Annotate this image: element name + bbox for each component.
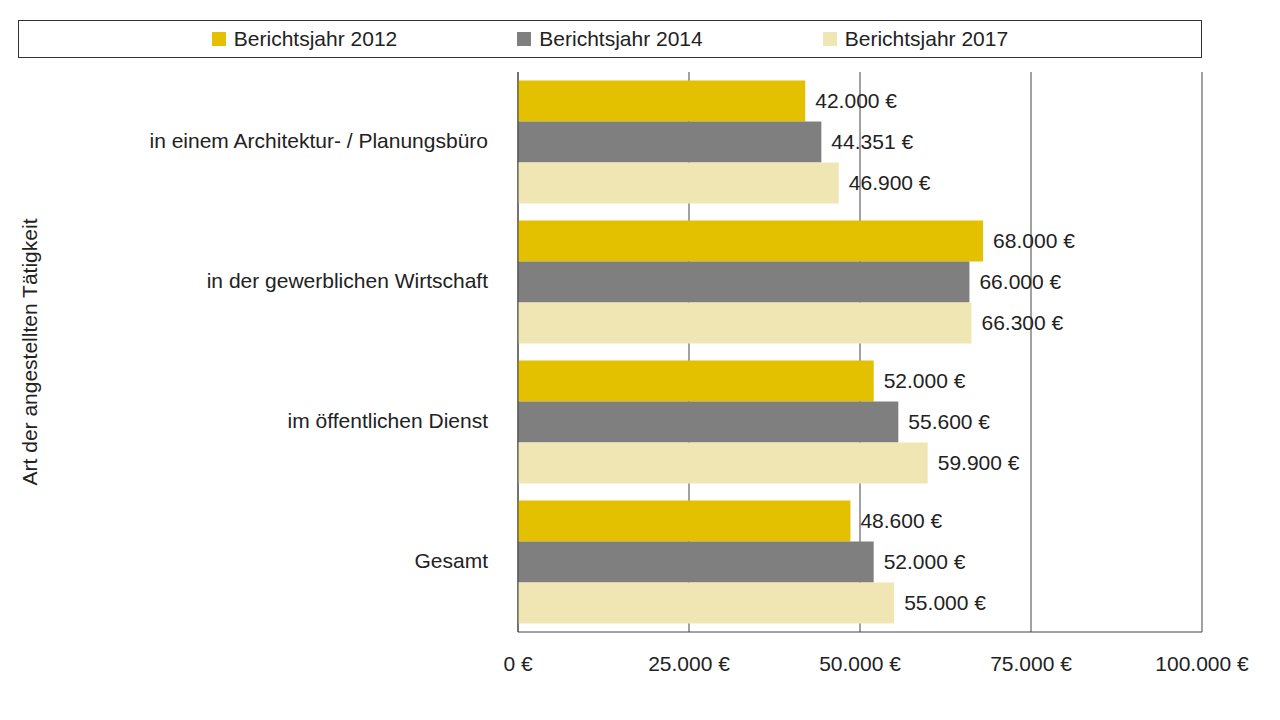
svg-text:Art der angestellten Tätigkeit: Art der angestellten Tätigkeit: [18, 218, 41, 485]
svg-text:68.000 €: 68.000 €: [993, 229, 1075, 252]
svg-text:52.000 €: 52.000 €: [884, 550, 966, 573]
svg-text:42.000 €: 42.000 €: [815, 89, 897, 112]
svg-text:66.000 €: 66.000 €: [979, 270, 1061, 293]
html-text:Berichtsjahr 2017: Berichtsjahr 2017: [844, 27, 1009, 50]
svg-text:0 €: 0 €: [503, 652, 533, 675]
svg-text:im öffentlichen Dienst: im öffentlichen Dienst: [288, 409, 489, 432]
svg-text:55.000 €: 55.000 €: [904, 591, 986, 614]
html-text:Berichtsjahr 2012: Berichtsjahr 2012: [233, 27, 398, 50]
svg-text:100.000 €: 100.000 €: [1155, 652, 1249, 675]
html-text:Berichtsjahr 2014: Berichtsjahr 2014: [539, 27, 703, 50]
svg-text:75.000 €: 75.000 €: [990, 652, 1072, 675]
svg-text:59.900 €: 59.900 €: [938, 451, 1020, 474]
svg-text:66.300 €: 66.300 €: [981, 311, 1063, 334]
svg-text:50.000 €: 50.000 €: [819, 652, 901, 675]
svg-text:25.000 €: 25.000 €: [648, 652, 730, 675]
svg-text:48.600 €: 48.600 €: [860, 509, 942, 532]
svg-text:55.600 €: 55.600 €: [908, 410, 990, 433]
svg-text:in der gewerblichen Wirtschaft: in der gewerblichen Wirtschaft: [207, 269, 488, 292]
svg-text:52.000 €: 52.000 €: [884, 369, 966, 392]
svg-text:Gesamt: Gesamt: [414, 549, 488, 572]
svg-text:46.900 €: 46.900 €: [849, 171, 931, 194]
svg-text:in einem Architektur- / Planun: in einem Architektur- / Planungsbüro: [149, 129, 488, 152]
svg-text:44.351 €: 44.351 €: [831, 130, 913, 153]
